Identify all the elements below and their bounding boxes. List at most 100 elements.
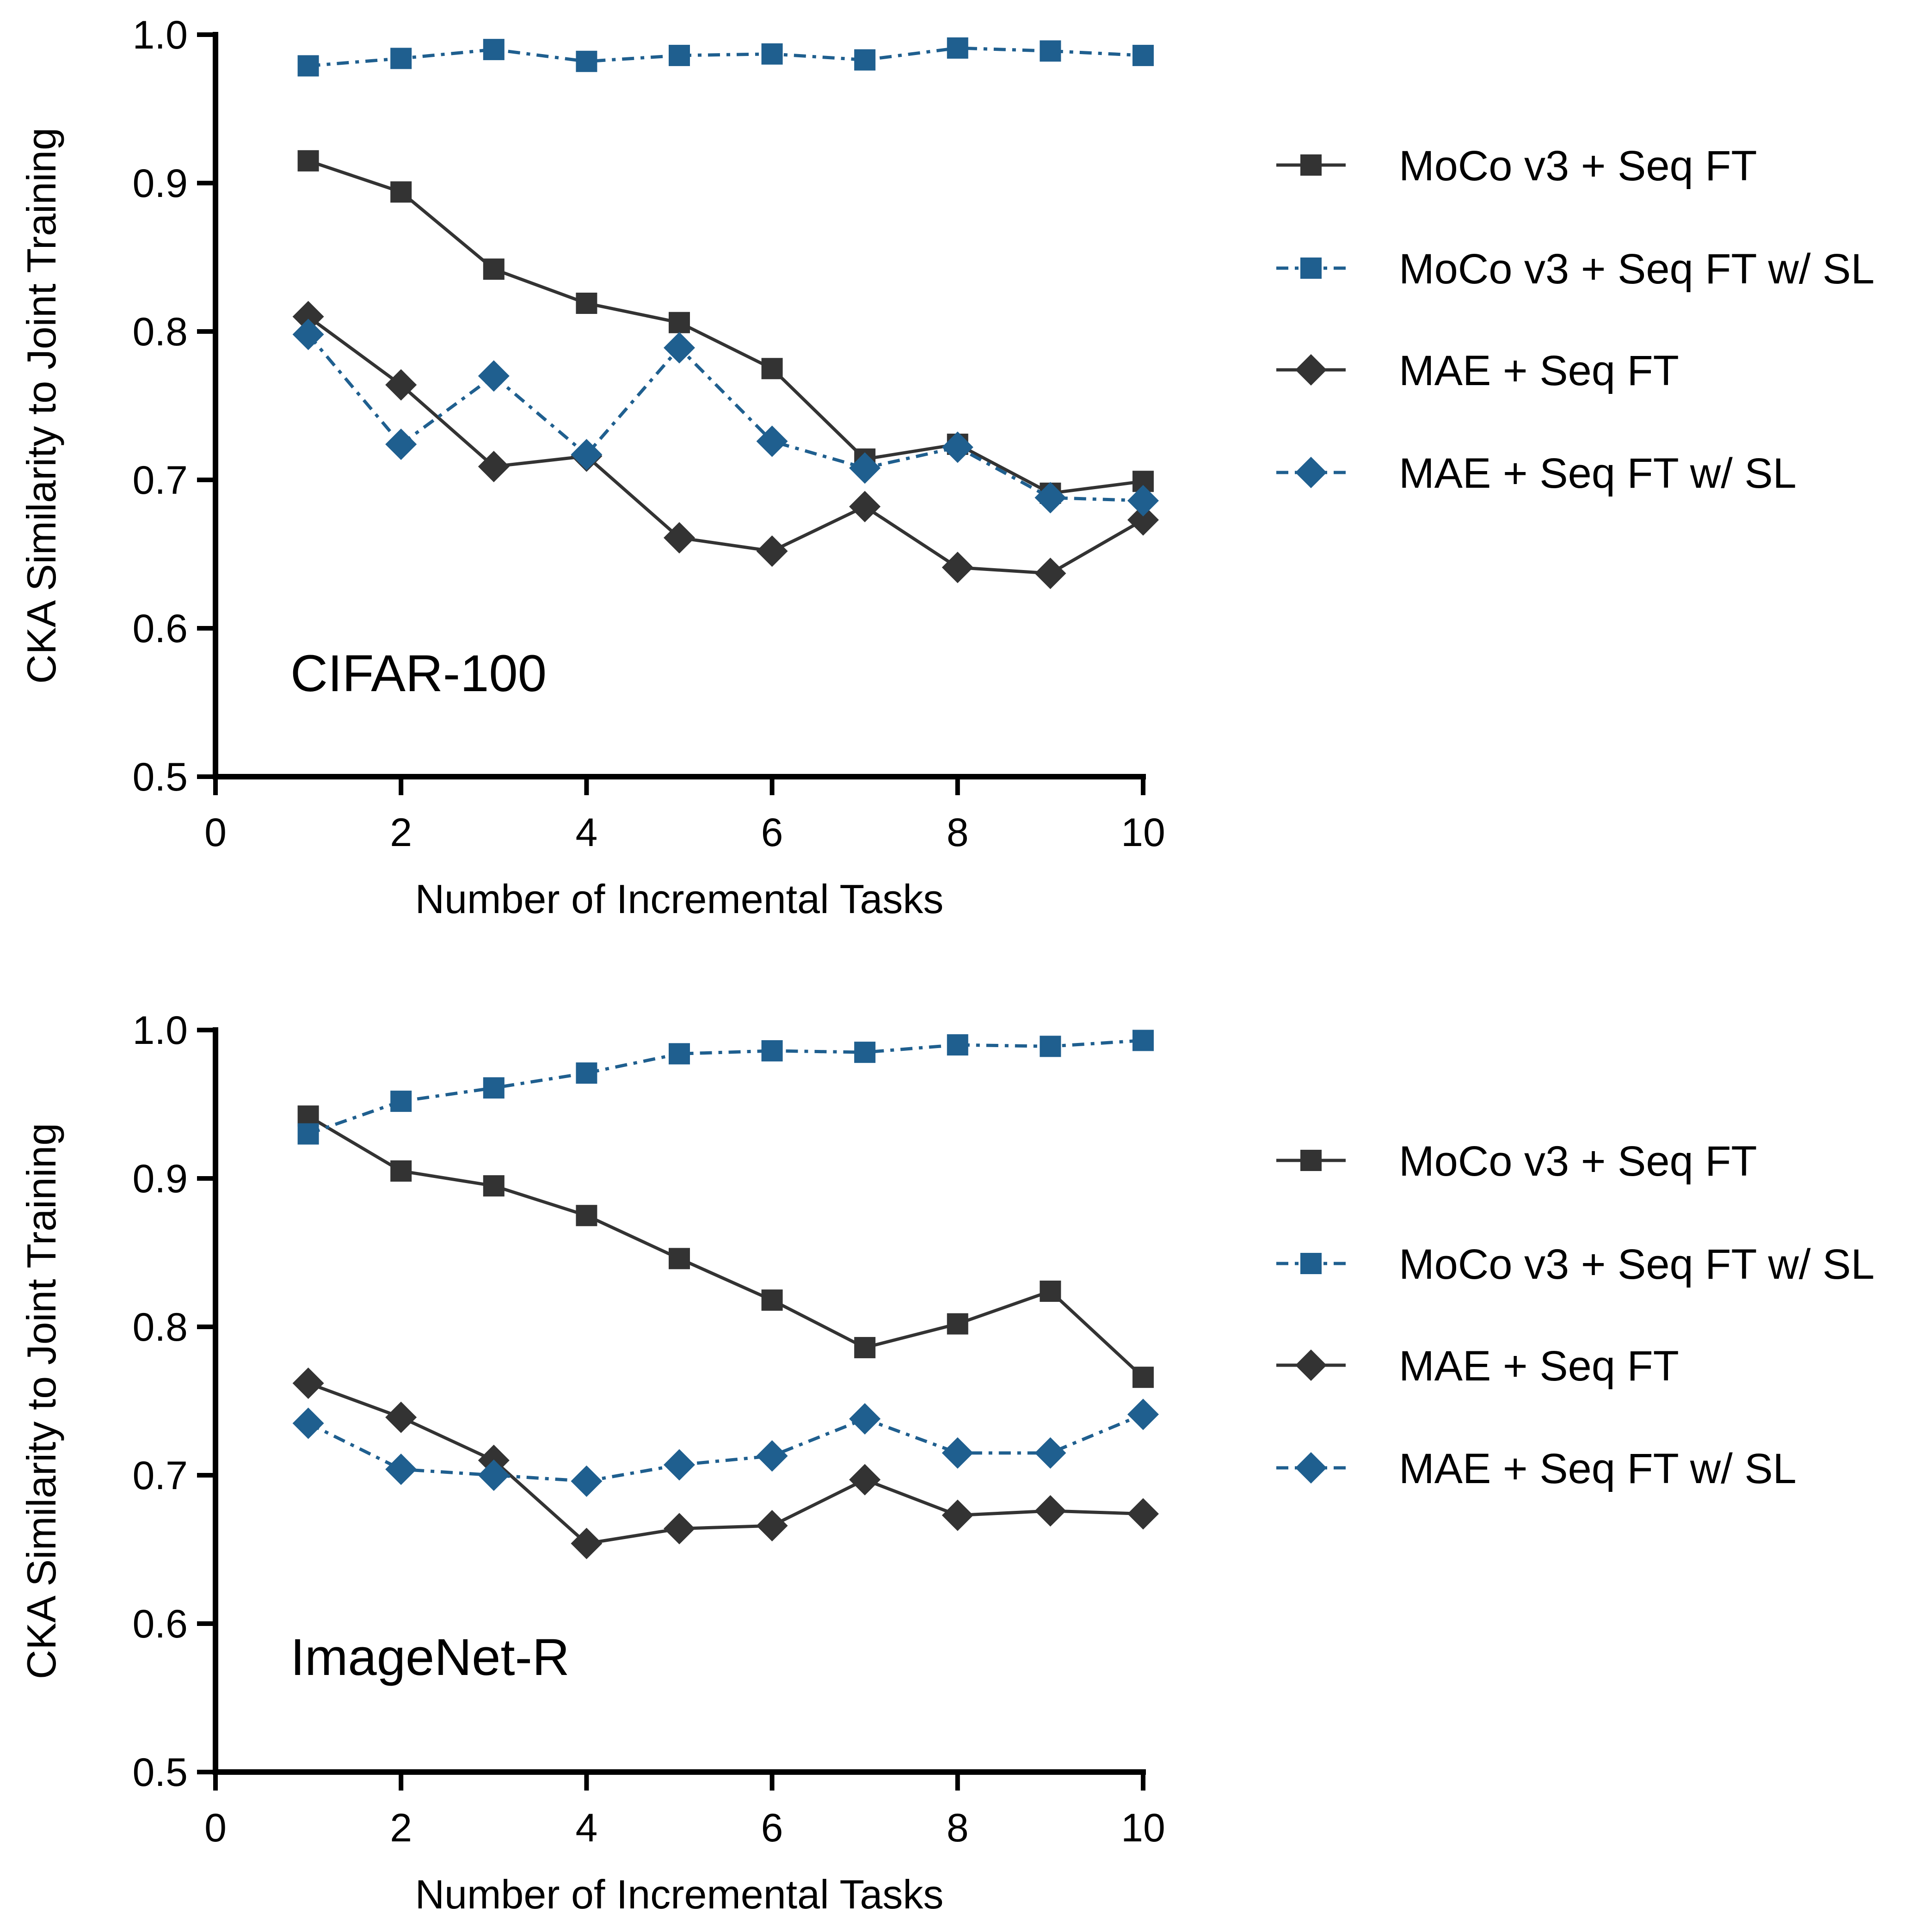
data-point — [756, 1510, 788, 1542]
y-tick-label: 0.9 — [132, 161, 188, 206]
y-tick-label: 0.6 — [132, 607, 188, 651]
legend-entry-0: MoCo v3 + Seq FT — [1276, 1138, 1757, 1185]
data-point — [390, 48, 412, 69]
data-point — [576, 293, 597, 314]
data-point — [849, 1403, 881, 1435]
legend-label: MoCo v3 + Seq FT — [1399, 1138, 1757, 1185]
data-point — [947, 1034, 968, 1056]
data-point — [1034, 558, 1066, 589]
data-point — [576, 1062, 597, 1084]
series-2 — [292, 1367, 1159, 1559]
x-tick-label: 4 — [575, 810, 597, 855]
series-1 — [297, 37, 1154, 77]
data-point — [854, 1337, 876, 1358]
data-point — [576, 50, 597, 72]
series-3 — [292, 319, 1159, 516]
legend-entry-2: MAE + Seq FT — [1276, 1343, 1679, 1390]
data-point — [849, 491, 881, 522]
data-point — [483, 258, 505, 280]
legend-marker — [1300, 1253, 1322, 1274]
data-point — [1127, 1498, 1159, 1530]
data-point — [297, 1105, 319, 1127]
series-line — [308, 159, 1144, 495]
series-2 — [292, 301, 1159, 589]
panel-label: ImageNet-R — [290, 1628, 570, 1686]
series-line — [308, 1038, 1144, 1136]
legend-entry-1: MoCo v3 + Seq FT w/ SL — [1276, 245, 1875, 293]
data-point — [849, 1464, 881, 1496]
data-point — [571, 439, 603, 471]
legend-label: MAE + Seq FT — [1399, 1343, 1679, 1390]
data-point — [849, 452, 881, 484]
data-point — [669, 312, 690, 333]
data-point — [664, 522, 695, 554]
data-point — [664, 1513, 695, 1545]
x-tick-label: 0 — [204, 1806, 227, 1850]
series-0 — [297, 150, 1154, 504]
data-point — [385, 1401, 417, 1433]
data-point — [385, 428, 417, 460]
data-point — [1132, 44, 1154, 66]
data-point — [292, 301, 324, 332]
legend-marker — [1300, 1150, 1322, 1171]
data-point — [297, 150, 319, 172]
y-tick-label: 0.8 — [132, 310, 188, 354]
data-point — [1034, 1495, 1066, 1527]
data-point — [297, 1123, 319, 1145]
series-line — [307, 333, 1144, 503]
chart-panel-top: 0.5 0.6 0.7 0.8 0.9 1.0 0 2 4 6 8 10 Number of Incre… — [18, 13, 1875, 922]
x-tick-label: 8 — [947, 1806, 969, 1850]
data-point — [390, 1160, 412, 1182]
y-tick-label: 0.7 — [132, 458, 188, 503]
data-point — [1127, 504, 1159, 536]
legend-entry-2: MAE + Seq FT — [1276, 347, 1679, 394]
x-tick-label: 6 — [761, 810, 783, 855]
data-point — [669, 44, 690, 66]
data-point — [854, 1042, 876, 1063]
data-point — [1034, 1437, 1066, 1469]
series-0 — [297, 1105, 1154, 1388]
x-tick-label: 6 — [761, 1806, 783, 1850]
x-axis-title: Number of Incremental Tasks — [415, 876, 944, 922]
series-line — [308, 1413, 1144, 1483]
data-point — [1127, 485, 1159, 516]
data-point — [669, 1043, 690, 1065]
data-point — [942, 431, 973, 463]
y-tick-label: 0.5 — [132, 755, 188, 799]
data-point — [292, 1367, 324, 1399]
legend-label: MoCo v3 + Seq FT — [1399, 142, 1757, 190]
data-point — [478, 360, 510, 392]
data-point — [576, 1205, 597, 1227]
x-tick-label: 2 — [390, 810, 412, 855]
data-point — [854, 49, 876, 71]
data-point — [483, 39, 505, 61]
series-3 — [292, 1398, 1159, 1497]
data-point — [1127, 1398, 1159, 1430]
data-point — [297, 55, 319, 77]
legend-marker — [1295, 1452, 1327, 1484]
x-tick-label: 0 — [204, 810, 227, 855]
data-point — [942, 1499, 973, 1531]
legend-marker — [1295, 1349, 1327, 1381]
data-point — [942, 1437, 973, 1469]
series-1 — [297, 1030, 1154, 1145]
series-line — [308, 1381, 1144, 1546]
data-point — [390, 1091, 412, 1112]
data-point — [1040, 40, 1061, 62]
legend-marker — [1295, 457, 1327, 488]
series-line — [307, 1115, 1145, 1379]
y-tick-label: 1.0 — [132, 1008, 188, 1053]
y-tick-label: 0.7 — [132, 1454, 188, 1498]
legend-entry-1: MoCo v3 + Seq FT w/ SL — [1276, 1241, 1875, 1288]
legend-marker — [1295, 354, 1327, 386]
data-point — [385, 369, 417, 401]
y-tick-label: 0.6 — [132, 1602, 188, 1646]
series-line — [308, 46, 1144, 67]
legend-marker — [1300, 258, 1322, 279]
y-tick-label: 0.5 — [132, 1750, 188, 1795]
y-axis-title: CKA Similarity to Joint Training — [18, 1123, 64, 1679]
data-point — [669, 1248, 690, 1270]
x-tick-label: 10 — [1121, 810, 1165, 855]
data-point — [390, 181, 412, 203]
data-point — [483, 1175, 505, 1197]
